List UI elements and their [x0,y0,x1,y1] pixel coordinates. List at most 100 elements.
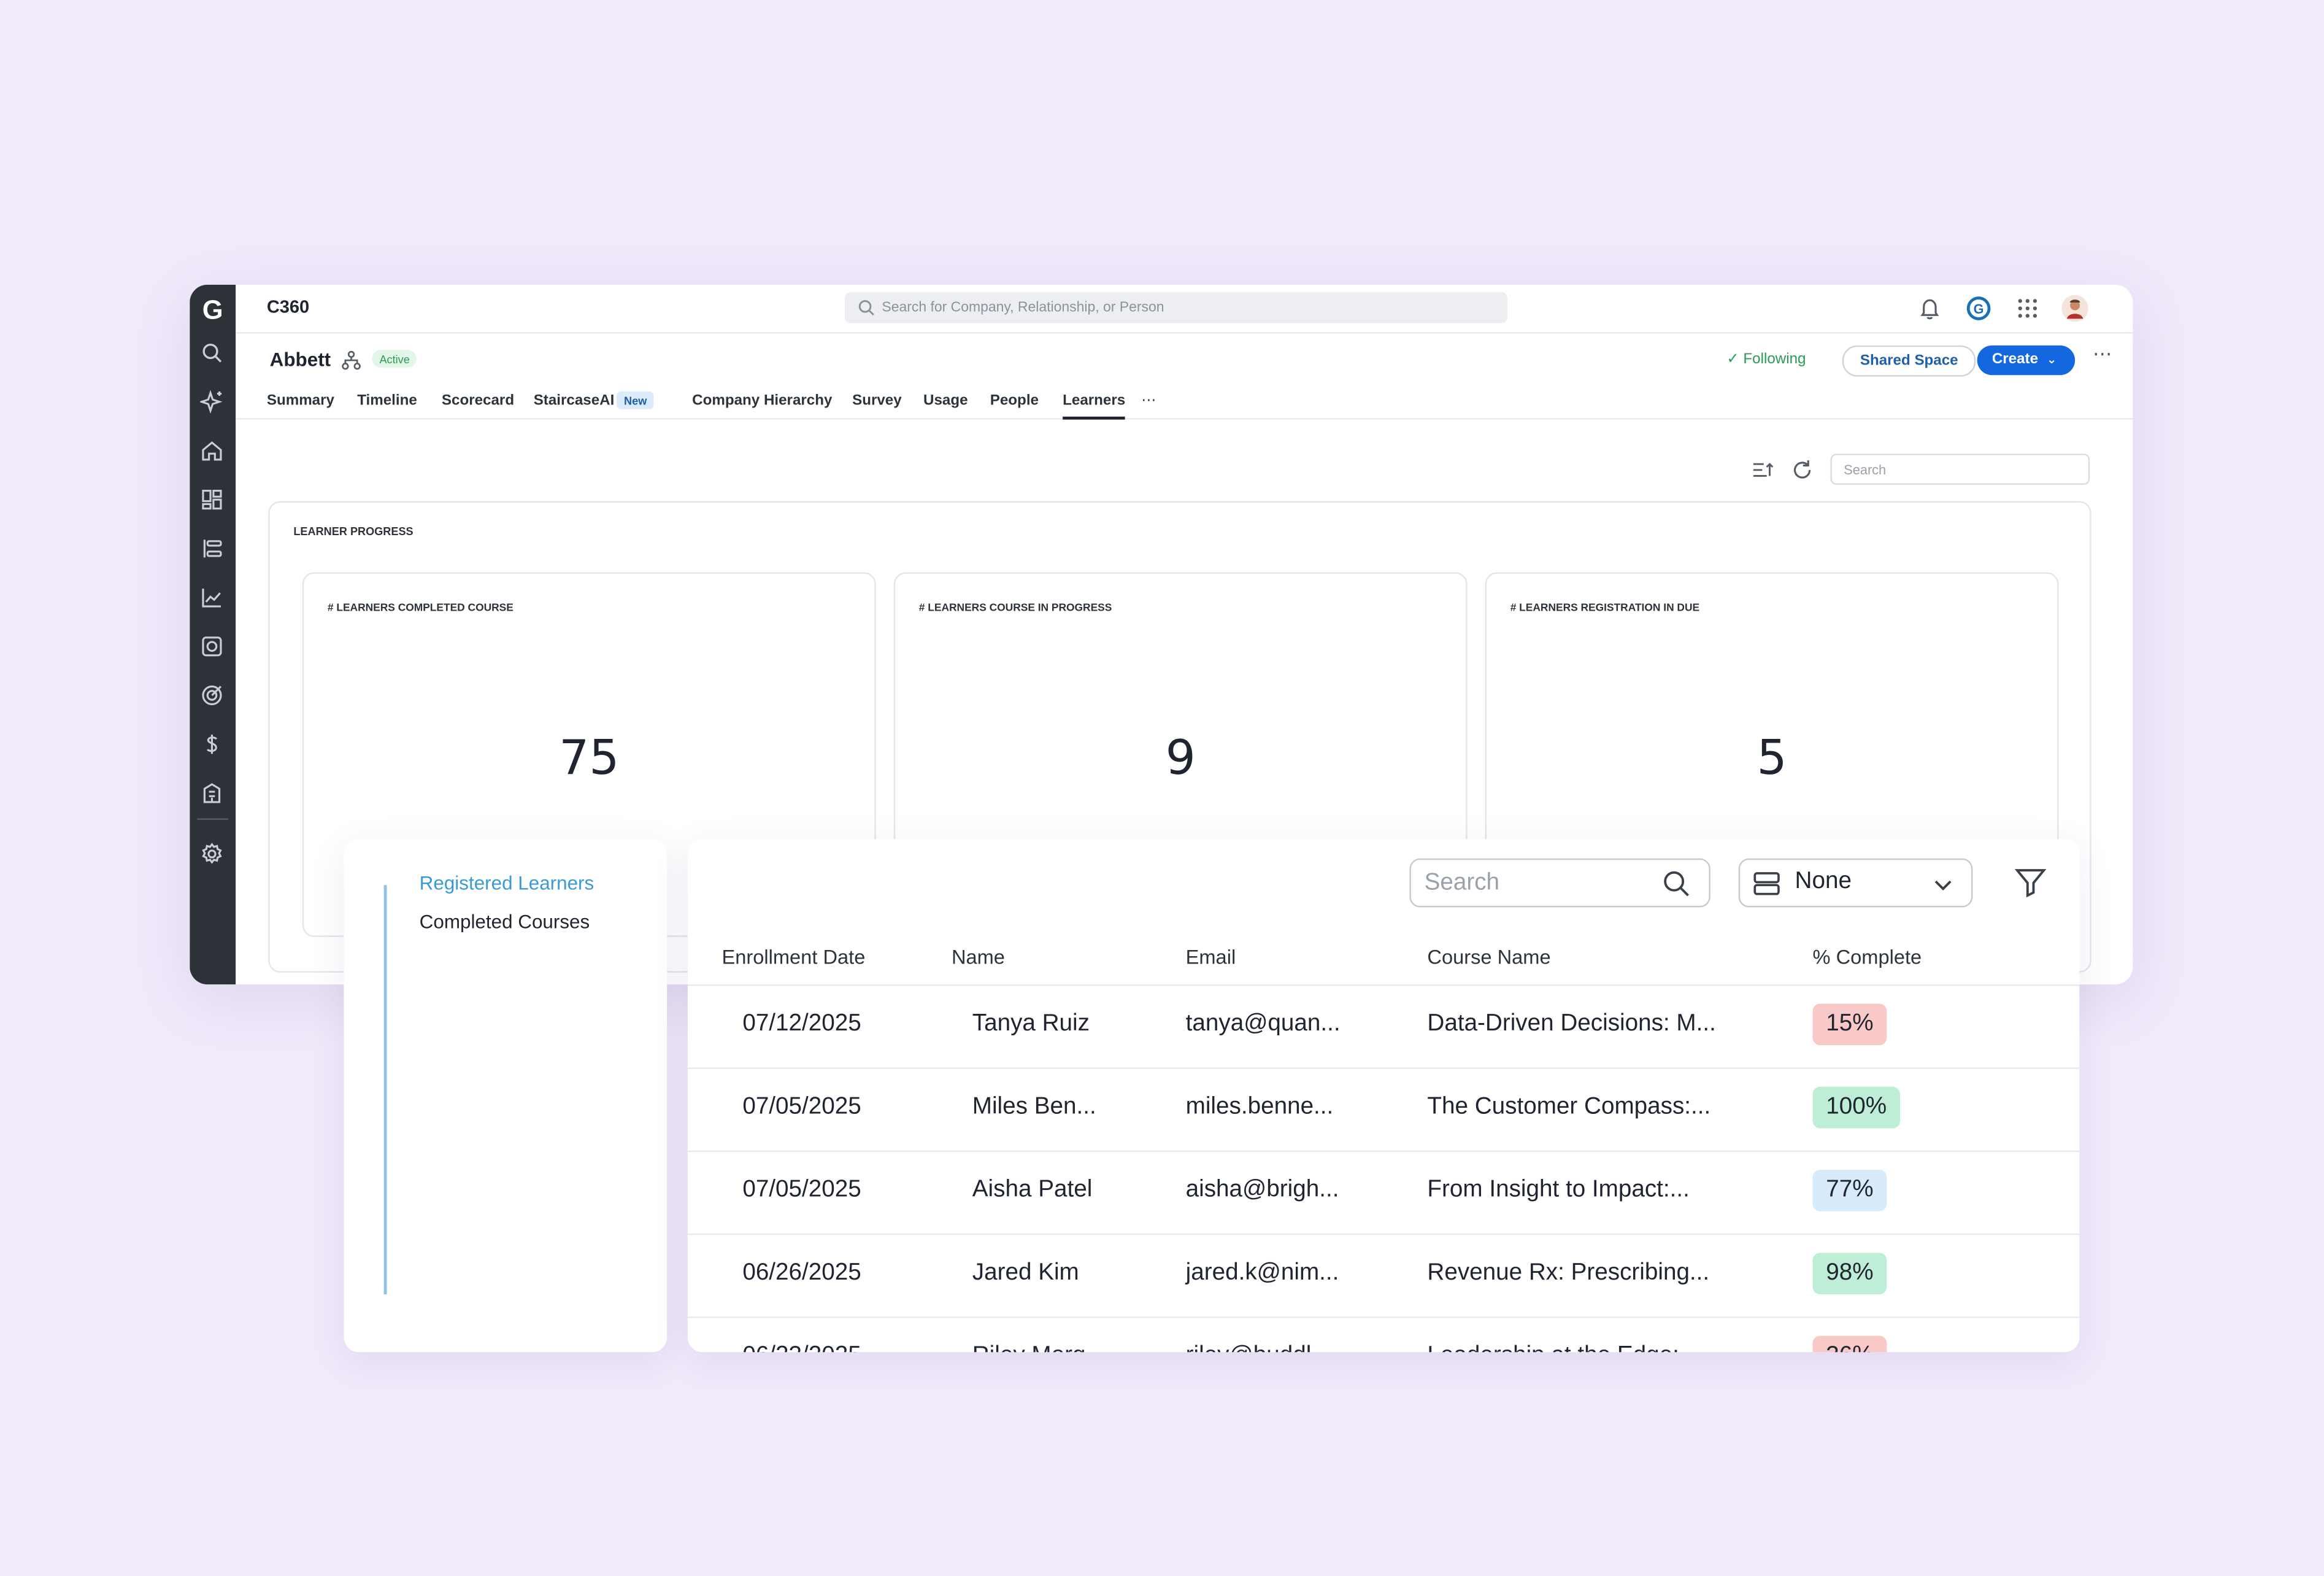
status-badge: Active [372,350,417,368]
refresh-icon[interactable] [1790,458,1814,482]
building-icon[interactable] [200,781,224,805]
cell-name: Tanya Ruiz [972,1011,1090,1037]
following-label: Following [1743,351,1806,368]
side-nav-rule [383,885,387,1294]
user-avatar[interactable] [2061,295,2088,322]
cell-name: Aisha Patel [972,1177,1093,1203]
tab-usage[interactable]: Usage [923,393,968,409]
table-row[interactable]: 07/05/2025 Miles Ben... miles.benne... T… [687,1069,2080,1153]
sort-icon[interactable] [1750,458,1774,482]
analytics-chart-icon[interactable] [200,585,224,609]
percent-badge: 36% [1812,1335,1887,1353]
global-search-input[interactable]: Search for Company, Relationship, or Per… [845,292,1507,323]
settings-icon[interactable] [200,842,224,866]
tab-people[interactable]: People [990,393,1039,409]
target-icon[interactable] [200,684,224,708]
table-search-placeholder: Search [1424,870,1500,896]
rail-divider [197,818,229,820]
table-row[interactable]: 07/05/2025 Aisha Patel aisha@brigh... Fr… [687,1152,2080,1235]
app-title: C360 [266,296,310,317]
create-button[interactable]: Create ⌄ [1977,345,2075,376]
cell-date: 07/05/2025 [742,1177,861,1203]
cell-email: riley@buddl... [1186,1343,1331,1352]
col-enrollment-date[interactable]: Enrollment Date [721,946,866,968]
learners-search-input[interactable]: Search [1830,454,2090,485]
tab-survey[interactable]: Survey [852,393,902,409]
metric-value: 9 [1165,729,1196,786]
tab-learners[interactable]: Learners [1063,393,1126,420]
tab-scorecard[interactable]: Scorecard [441,393,515,409]
learners-table-card: Search None Enrollment Date Name Email C… [687,839,2080,1353]
table-row[interactable]: 06/26/2025 Jared Kim jared.k@nim... Reve… [687,1235,2080,1318]
new-badge: New [616,391,655,409]
percent-badge: 100% [1812,1086,1900,1129]
metric-card-in-progress: # LEARNERS COURSE IN PROGRESS 9 [893,572,1468,937]
col-email[interactable]: Email [1185,946,1236,968]
metric-label: # LEARNERS COURSE IN PROGRESS [918,600,1112,614]
col-course-name[interactable]: Course Name [1427,946,1551,968]
survey-icon[interactable] [200,635,224,659]
following-button[interactable]: ✓ Following [1726,352,1806,368]
app-logo[interactable]: G [202,295,223,325]
gainsight-g-icon[interactable]: G [1965,295,1991,322]
tab-staircaseai[interactable]: StaircaseAI [533,393,615,409]
table-row[interactable]: 07/12/2025 Tanya Ruiz tanya@quan... Data… [687,986,2080,1069]
percent-badge: 77% [1812,1170,1887,1211]
top-bar: C360 Search for Company, Relationship, o… [236,285,2133,334]
panel-title: LEARNER PROGRESS [293,525,414,538]
metric-label: # LEARNERS COMPLETED COURSE [327,600,514,614]
cell-name: Miles Ben... [972,1094,1096,1119]
table-header: Enrollment Date Name Email Course Name %… [687,943,2080,986]
cell-date: 07/05/2025 [742,1094,861,1119]
col-percent-complete[interactable]: % Complete [1812,946,1922,968]
check-icon: ✓ [1726,351,1744,368]
chevron-down-icon: ⌄ [2047,352,2057,366]
cell-course: Data-Driven Decisions: M... [1427,1011,1716,1037]
filter-icon[interactable] [2014,866,2047,898]
learners-search-placeholder: Search [1844,462,1887,477]
more-options-icon[interactable]: ⋯ [2093,342,2114,365]
search-icon [858,300,874,316]
timeline-list-icon[interactable] [200,537,224,561]
col-name[interactable]: Name [951,946,1005,968]
group-by-select[interactable]: None [1738,858,1973,908]
group-by-value: None [1795,868,1852,894]
more-tabs-icon[interactable]: ⋯ [1141,393,1158,409]
learners-side-nav: Registered Learners Completed Courses [344,839,668,1353]
bell-icon[interactable] [1917,295,1943,322]
cell-course: Leadership at the Edge:... [1427,1343,1699,1352]
shared-space-button[interactable]: Shared Space [1842,345,1976,377]
chevron-down-icon [1934,880,1952,891]
global-search-placeholder: Search for Company, Relationship, or Per… [882,299,1164,316]
nav-rail: G [190,284,236,985]
home-icon[interactable] [200,439,224,463]
cell-date: 06/23/2025 [742,1343,861,1352]
side-item-completed-courses[interactable]: Completed Courses [419,910,590,933]
account-header: Abbett Active ✓ Following Shared Space C… [236,332,2133,420]
search-icon[interactable] [200,341,224,365]
cell-course: Revenue Rx: Prescribing... [1427,1260,1710,1286]
table-row[interactable]: 06/23/2025 Riley Morg... riley@buddl... … [688,1318,2079,1353]
dollar-icon[interactable] [200,732,224,756]
cell-date: 07/12/2025 [742,1011,861,1037]
create-label: Create [1991,351,2039,368]
sparkle-ai-icon[interactable] [200,390,224,414]
side-item-registered-learners[interactable]: Registered Learners [419,871,594,894]
hierarchy-icon[interactable] [341,350,362,371]
tab-timeline[interactable]: Timeline [357,393,417,409]
cell-date: 06/26/2025 [742,1260,861,1286]
metric-value: 5 [1756,729,1787,786]
dashboard-icon[interactable] [200,488,224,512]
search-icon [1664,871,1689,897]
cell-name: Jared Kim [972,1260,1079,1286]
percent-badge: 98% [1812,1253,1887,1294]
tab-summary[interactable]: Summary [266,393,334,409]
tab-company-hierarchy[interactable]: Company Hierarchy [692,393,833,409]
table-search-input[interactable]: Search [1409,858,1710,908]
cell-name: Riley Morg... [972,1343,1106,1352]
svg-text:G: G [1974,301,1984,317]
app-grid-icon[interactable] [2014,295,2041,322]
cell-email: jared.k@nim... [1185,1260,1339,1286]
metric-label: # LEARNERS REGISTRATION IN DUE [1510,600,1700,614]
